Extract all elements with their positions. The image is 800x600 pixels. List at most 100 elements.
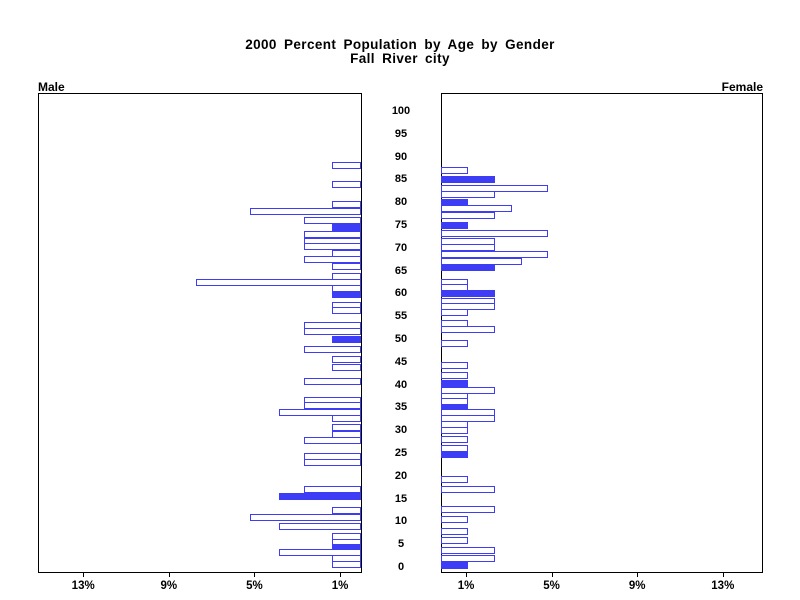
male-age-bar — [304, 328, 361, 336]
male-age-bar — [304, 486, 361, 493]
female-age-bar — [441, 191, 495, 199]
male-age-bar — [332, 335, 361, 343]
female-age-bar — [441, 362, 468, 370]
male-age-bar — [304, 437, 361, 445]
male-age-bar — [304, 377, 361, 385]
male-age-bar — [332, 262, 361, 270]
male-pct-tick — [83, 572, 85, 577]
age-tick-label: 65 — [394, 264, 408, 277]
male-pct-tick — [168, 572, 170, 577]
chart-title-line1: 2000 Percent Population by Age by Gender — [245, 37, 555, 52]
female-age-bar — [441, 290, 495, 298]
male-age-bar — [332, 355, 361, 363]
female-age-bar — [441, 166, 468, 174]
male-pct-tick-label: 9% — [160, 580, 178, 592]
female-pct-tick-label: 13% — [711, 580, 735, 592]
female-age-bar — [441, 175, 495, 183]
male-age-bar — [332, 180, 361, 188]
male-pct-tick-label: 13% — [71, 580, 95, 592]
female-age-bar — [441, 486, 495, 493]
female-age-bar — [441, 506, 495, 513]
male-age-bar — [332, 424, 361, 431]
male-age-bar — [278, 493, 361, 501]
female-pct-tick-label: 1% — [457, 580, 475, 592]
age-tick-label: 5 — [397, 538, 405, 551]
male-age-bar — [304, 230, 361, 238]
male-age-bar — [332, 363, 361, 371]
female-panel-label: Female — [721, 80, 763, 94]
male-age-bar — [304, 216, 361, 224]
male-age-bar — [249, 207, 362, 215]
female-age-bar — [441, 371, 468, 379]
male-age-bar — [332, 415, 361, 423]
female-pct-tick — [466, 572, 467, 577]
female-age-bar — [441, 546, 495, 554]
female-panel — [441, 93, 763, 573]
female-pct-tick-label: 9% — [628, 580, 646, 592]
female-age-bar — [441, 451, 468, 459]
male-age-bar — [332, 290, 361, 298]
male-pct-tick — [254, 572, 256, 577]
female-age-bar — [441, 250, 548, 258]
male-age-bar — [304, 401, 361, 409]
female-age-bar — [441, 537, 468, 545]
female-age-bar — [441, 527, 468, 535]
age-tick-label: 40 — [394, 378, 408, 391]
female-age-bar — [441, 562, 468, 570]
chart-title-line2: Fall River city — [350, 51, 450, 66]
male-panel-label: Male — [38, 80, 65, 94]
male-age-bar — [304, 345, 361, 353]
female-pct-tick — [551, 572, 553, 577]
age-tick-label: 60 — [394, 287, 408, 300]
age-tick-label: 25 — [394, 447, 408, 459]
age-tick-label: 90 — [394, 150, 408, 163]
age-tick-label: 55 — [394, 310, 408, 323]
age-tick-label: 80 — [394, 196, 408, 209]
age-tick-label: 75 — [394, 219, 408, 231]
female-age-bar — [441, 340, 468, 348]
male-age-bar — [332, 507, 361, 514]
age-tick-label: 30 — [394, 424, 408, 437]
female-pct-tick-label: 5% — [543, 580, 560, 592]
age-tick-label: 95 — [394, 127, 408, 140]
male-age-bar — [332, 307, 361, 315]
male-age-bar — [249, 513, 362, 521]
male-pct-tick-label: 1% — [331, 580, 349, 592]
female-age-bar — [441, 230, 548, 238]
age-tick-label: 100 — [391, 105, 411, 117]
male-age-bar — [332, 201, 361, 208]
male-age-bar — [332, 560, 361, 568]
age-tick-label: 35 — [394, 401, 408, 414]
female-age-bar — [441, 435, 468, 443]
female-age-bar — [441, 308, 468, 316]
age-tick-label: 10 — [394, 515, 408, 528]
age-tick-label: 0 — [397, 561, 405, 573]
age-tick-label: 20 — [394, 469, 408, 482]
female-age-bar — [441, 515, 468, 523]
male-age-bar — [332, 162, 361, 170]
female-pct-tick — [637, 572, 639, 577]
female-age-bar — [441, 426, 468, 434]
female-age-bar — [441, 325, 495, 333]
female-age-bar — [441, 211, 495, 219]
age-tick-label: 50 — [394, 333, 408, 345]
female-age-bar — [441, 476, 468, 484]
female-age-bar — [441, 221, 468, 229]
male-age-bar — [332, 223, 361, 231]
age-tick-label: 45 — [394, 355, 408, 368]
female-pct-tick — [722, 572, 724, 577]
male-age-bar — [304, 458, 361, 466]
female-age-bar — [441, 184, 548, 192]
age-tick-label: 85 — [394, 173, 408, 186]
male-age-bar — [278, 549, 361, 557]
female-age-bar — [441, 205, 512, 213]
male-age-bar — [278, 522, 361, 530]
male-age-bar — [278, 409, 361, 417]
male-pct-tick — [340, 572, 341, 577]
age-tick-label: 15 — [394, 492, 408, 505]
male-pct-tick-label: 5% — [246, 580, 263, 592]
female-age-bar — [441, 555, 495, 563]
age-tick-label: 70 — [394, 241, 408, 254]
male-age-bar — [196, 279, 362, 286]
